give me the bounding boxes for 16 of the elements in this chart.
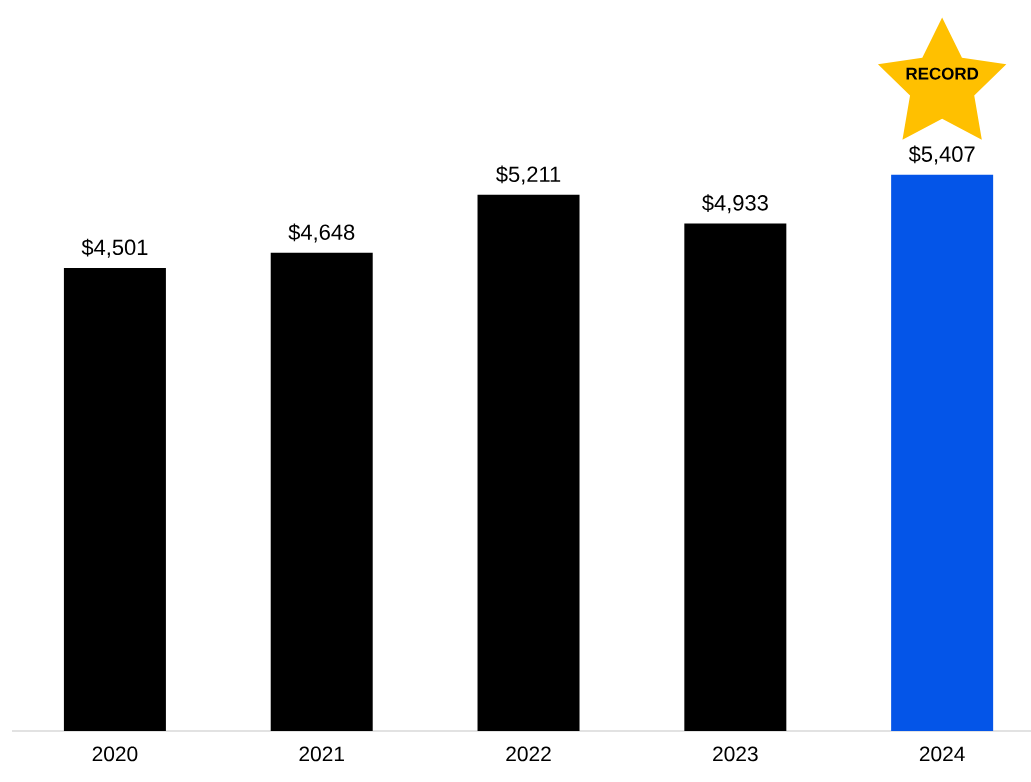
x-tick-label: 2020 xyxy=(92,746,138,762)
data-label: $5,407 xyxy=(908,145,975,165)
data-label: $4,933 xyxy=(702,194,768,214)
x-tick-label: 2023 xyxy=(713,746,758,762)
x-tick-label: 2022 xyxy=(506,746,551,762)
data-label: $5,211 xyxy=(496,165,561,185)
bar xyxy=(477,194,580,731)
bar xyxy=(63,267,166,731)
bar xyxy=(270,252,373,731)
data-label: $4,648 xyxy=(288,223,355,243)
bar xyxy=(684,223,787,731)
data-label: $4,501 xyxy=(81,238,148,258)
text: RECORD xyxy=(906,67,979,80)
x-tick-label: 2024 xyxy=(919,746,965,762)
x-tick-label: 2021 xyxy=(299,746,344,762)
bar xyxy=(891,174,994,731)
